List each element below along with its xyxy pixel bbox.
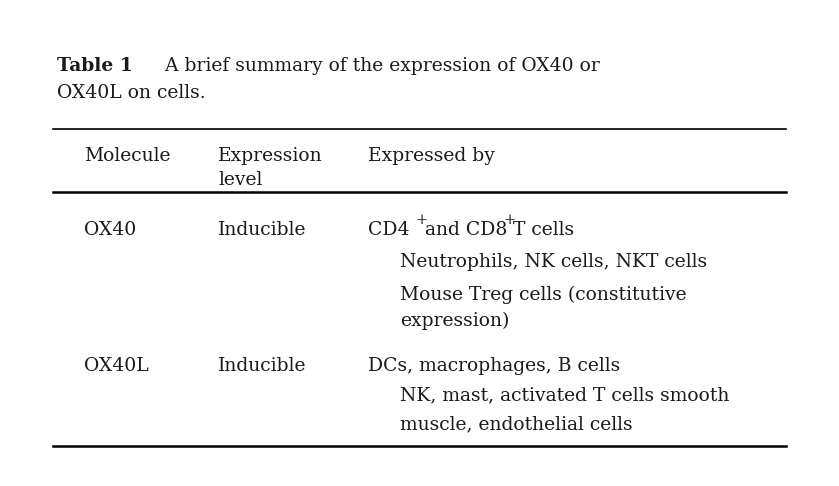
- Text: Inducible: Inducible: [218, 357, 307, 375]
- Text: NK, mast, activated T cells smooth: NK, mast, activated T cells smooth: [399, 386, 729, 404]
- Text: CD4: CD4: [368, 221, 409, 239]
- Text: Table 1: Table 1: [57, 57, 133, 75]
- Text: A brief summary of the expression of OX40 or: A brief summary of the expression of OX4…: [148, 57, 600, 75]
- Text: +: +: [504, 213, 516, 227]
- Text: Inducible: Inducible: [218, 221, 307, 239]
- Text: DCs, macrophages, B cells: DCs, macrophages, B cells: [368, 357, 621, 375]
- Text: OX40L: OX40L: [84, 357, 149, 375]
- Text: OX40L on cells.: OX40L on cells.: [57, 84, 206, 102]
- Text: T cells: T cells: [513, 221, 575, 239]
- Text: Neutrophils, NK cells, NKT cells: Neutrophils, NK cells, NKT cells: [399, 253, 707, 271]
- Text: and CD8: and CD8: [425, 221, 508, 239]
- Text: Expression: Expression: [218, 147, 323, 165]
- Text: muscle, endothelial cells: muscle, endothelial cells: [399, 415, 633, 433]
- Text: OX40: OX40: [84, 221, 137, 239]
- Text: +: +: [415, 213, 428, 227]
- Text: Mouse Treg cells (constitutive: Mouse Treg cells (constitutive: [399, 285, 686, 304]
- Text: Molecule: Molecule: [84, 147, 171, 165]
- Text: Expressed by: Expressed by: [368, 147, 495, 165]
- Text: expression): expression): [399, 312, 509, 330]
- Text: level: level: [218, 172, 263, 190]
